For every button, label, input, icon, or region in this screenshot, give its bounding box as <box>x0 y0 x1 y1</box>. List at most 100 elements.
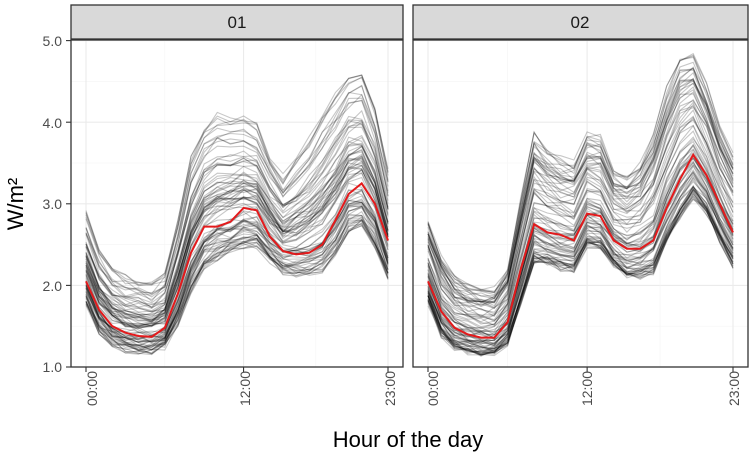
profile-line <box>85 121 389 308</box>
profile-line <box>427 61 734 294</box>
profile-line <box>427 145 734 336</box>
profile-line <box>85 162 389 329</box>
profile-line <box>85 219 389 353</box>
profile-line <box>85 223 389 356</box>
profile-line <box>85 205 389 343</box>
profile-line <box>427 100 734 313</box>
profile-line <box>85 167 389 329</box>
profile-line <box>427 186 734 353</box>
profile-line <box>427 138 734 329</box>
profile-line <box>85 172 389 334</box>
profile-line <box>427 195 734 356</box>
profile-line <box>85 199 389 339</box>
profile-line <box>85 158 389 322</box>
profile-line <box>85 169 389 326</box>
profile-line <box>427 193 734 355</box>
profile-line <box>427 124 734 322</box>
profile-line <box>427 67 734 299</box>
panel-border-02 <box>412 39 749 368</box>
profile-line <box>427 186 734 354</box>
profile-line <box>85 74 389 286</box>
profile-line <box>85 164 389 326</box>
y-tick-label: 2.0 <box>43 278 63 294</box>
profile-line <box>427 119 734 322</box>
profile-line <box>85 155 389 325</box>
profile-line <box>427 124 734 327</box>
y-tick-label: 3.0 <box>43 196 63 212</box>
profile-line <box>85 119 389 308</box>
gridlines-01 <box>71 40 403 368</box>
profile-line <box>427 149 734 340</box>
profile-line <box>85 182 389 335</box>
profile-line <box>85 119 389 310</box>
x-tick-label: 23:00 <box>726 371 742 406</box>
profile-line <box>427 68 734 296</box>
x-tick-label: 00:00 <box>84 371 100 406</box>
profile-line <box>427 103 734 319</box>
profile-line <box>427 130 734 328</box>
profile-line <box>427 106 734 318</box>
profile-line <box>85 155 389 321</box>
profile-line <box>427 82 734 307</box>
profile-line <box>85 157 389 321</box>
profile-line <box>427 198 734 354</box>
profile-line <box>427 109 734 321</box>
profile-line <box>427 77 734 303</box>
profile-line <box>427 161 734 344</box>
profile-line <box>427 188 734 354</box>
profile-line <box>85 126 389 312</box>
profile-line <box>85 202 389 344</box>
profile-line <box>85 74 389 285</box>
profile-line <box>427 188 734 355</box>
profile-line <box>427 136 734 332</box>
profile-line <box>427 188 734 351</box>
strip-label-02: 02 <box>571 13 590 32</box>
profile-line <box>85 153 389 322</box>
profile-line <box>427 185 734 354</box>
profile-line <box>85 205 389 348</box>
x-tick-label: 12:00 <box>579 371 595 406</box>
profile-line <box>85 207 389 346</box>
strip-02 <box>412 4 749 40</box>
profile-line <box>427 197 734 356</box>
profile-line <box>85 169 389 328</box>
profile-line <box>85 120 389 305</box>
profile-line <box>85 218 389 351</box>
profile-line <box>427 54 734 291</box>
y-tick-labels: 1.0 2.0 3.0 4.0 5.0 <box>43 33 63 375</box>
highlight-line-01 <box>85 181 389 338</box>
profile-line <box>427 101 734 315</box>
y-axis-ticks <box>66 40 71 368</box>
profile-line <box>85 222 389 355</box>
strip-01 <box>70 4 404 40</box>
profile-line <box>85 164 389 327</box>
profile-line <box>85 203 389 342</box>
background-lines-01 <box>85 74 389 356</box>
profile-line <box>85 85 389 298</box>
x-tick-labels-02: 00:00 12:00 23:00 <box>425 371 742 406</box>
highlight-line-02 <box>427 152 734 339</box>
profile-line <box>85 172 389 328</box>
profile-line <box>427 157 734 340</box>
profile-line <box>427 170 734 345</box>
profile-line <box>427 77 734 304</box>
profile-line <box>85 225 389 354</box>
profile-line <box>85 142 389 318</box>
profile-line <box>427 198 734 356</box>
x-tick-labels-01: 00:00 12:00 23:00 <box>84 371 398 406</box>
x-axis-ticks-01 <box>85 367 389 372</box>
profile-line <box>85 149 389 321</box>
profile-line <box>85 93 389 297</box>
y-tick-label: 4.0 <box>43 115 63 131</box>
panel-01: 01 00:00 12:00 23:00 <box>70 4 404 406</box>
profile-line <box>427 193 734 357</box>
profile-line <box>85 215 389 351</box>
profile-line <box>427 165 734 347</box>
profile-line <box>85 99 389 301</box>
profile-line <box>85 188 389 339</box>
y-tick-label: 5.0 <box>43 33 63 49</box>
profile-line <box>427 140 734 329</box>
profile-line <box>85 220 389 350</box>
profile-line <box>85 99 389 296</box>
